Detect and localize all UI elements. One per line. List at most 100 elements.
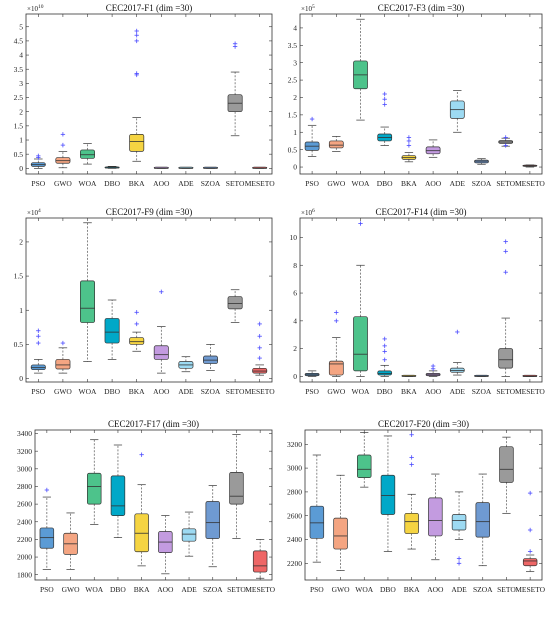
box-aoo xyxy=(153,166,169,169)
x-tick-label: GWO xyxy=(54,387,72,396)
outlier-point xyxy=(134,38,139,44)
x-tick-label: PSO xyxy=(310,585,324,594)
outlier-point xyxy=(382,336,387,342)
x-tick-label: PSO xyxy=(31,179,45,188)
y-tick-label: 10 xyxy=(290,233,298,242)
box-iqr xyxy=(80,149,95,159)
x-tick-label: SETO xyxy=(497,585,516,594)
y-tick-label: 2600 xyxy=(287,511,302,520)
y-tick-label: 2 xyxy=(19,107,23,116)
box-aoo xyxy=(428,473,443,561)
box-iqr xyxy=(377,370,393,376)
y-tick-label: 4 xyxy=(293,24,297,33)
box-iqr xyxy=(129,134,145,152)
outlier-point xyxy=(382,97,387,102)
chart-title: CEC2017-F17 (dim =30) xyxy=(108,419,199,429)
x-tick-label: DBO xyxy=(110,585,126,594)
box-pso xyxy=(39,487,55,570)
box-woa xyxy=(353,18,368,121)
y-tick-label: 2.5 xyxy=(288,76,298,85)
chart-panel-3: CEC2017-F9 (dim =30) ×104 0 0.5 1 1.5 2 PSO GWO W… xyxy=(14,207,276,396)
x-tick-label: PSO xyxy=(305,387,319,396)
y-tick-label: 2 xyxy=(293,93,297,102)
box-iqr xyxy=(39,527,55,549)
box-bka xyxy=(404,432,419,550)
box-iqr xyxy=(499,446,514,483)
y-tick-label: 0.5 xyxy=(14,150,24,159)
x-tick-label: SETO xyxy=(496,387,515,396)
outlier-point xyxy=(334,310,339,315)
box-ade xyxy=(178,356,194,373)
x-tick-label: ADE xyxy=(178,387,194,396)
outlier-point xyxy=(159,289,164,294)
outlier-point xyxy=(36,153,41,159)
box-iqr xyxy=(80,280,95,323)
x-tick-label: WOA xyxy=(79,179,97,188)
outlier-point xyxy=(503,270,508,275)
box-meseto xyxy=(252,321,268,376)
box-seto xyxy=(498,135,514,148)
box-iqr xyxy=(328,140,344,149)
chart-title: CEC2017-F3 (dim =30) xyxy=(378,3,465,13)
box-iqr xyxy=(522,558,538,567)
box-iqr xyxy=(449,367,465,373)
x-tick-label: GWO xyxy=(54,179,72,188)
y-tick-label: 3200 xyxy=(17,447,32,456)
x-tick-label: SETO xyxy=(226,387,245,396)
y-tick-label: 2200 xyxy=(17,535,32,544)
x-tick-label: GWO xyxy=(332,585,350,594)
chart-title: CEC2017-F20 (dim =30) xyxy=(378,419,469,429)
box-iqr xyxy=(134,513,149,553)
box-meseto xyxy=(522,164,538,168)
y-tick-label: 1 xyxy=(19,306,23,315)
x-tick-label: DBO xyxy=(377,179,393,188)
x-tick-label: SZOA xyxy=(201,179,221,188)
x-tick-label: MESETO xyxy=(515,179,545,188)
box-bka xyxy=(134,452,149,567)
x-tick-label: ADE xyxy=(181,585,197,594)
outlier-point xyxy=(232,41,238,46)
box-dbo xyxy=(380,435,396,552)
y-tick-label: 0 xyxy=(293,372,297,381)
x-tick-label: MESETO xyxy=(245,585,275,594)
outlier-point xyxy=(36,340,41,346)
outlier-point xyxy=(527,527,533,533)
box-bka xyxy=(129,28,145,162)
x-tick-label: WOA xyxy=(79,387,97,396)
box-woa xyxy=(353,221,368,377)
x-tick-label: MESETO xyxy=(245,179,275,188)
box-iqr xyxy=(55,359,71,370)
box-meseto xyxy=(522,374,538,377)
outlier-point xyxy=(60,142,66,148)
outlier-point xyxy=(257,321,262,327)
outlier-point xyxy=(456,561,462,566)
outlier-point xyxy=(527,549,533,554)
chart-panel-1: CEC2017-F1 (dim =30) ×1010 0 0.5 1 1.5 2 2.5 3 3.… xyxy=(14,3,276,188)
box-iqr xyxy=(380,474,396,515)
box-bka xyxy=(129,310,145,352)
outlier-point xyxy=(358,221,363,226)
outlier-point xyxy=(382,102,387,107)
plot-frame xyxy=(25,13,273,175)
outlier-point xyxy=(503,249,508,254)
outlier-point xyxy=(503,239,508,244)
box-szoa xyxy=(474,374,489,377)
exponent-base: ×10 xyxy=(301,5,312,13)
x-tick-label: GWO xyxy=(327,387,345,396)
outlier-point xyxy=(409,455,414,460)
box-aoo xyxy=(425,363,441,377)
box-iqr xyxy=(87,472,102,505)
x-tick-label: SETO xyxy=(496,179,515,188)
x-tick-label: AOO xyxy=(153,179,170,188)
x-tick-label: BKA xyxy=(401,179,417,188)
y-tick-label: 1.5 xyxy=(288,110,298,119)
outlier-point xyxy=(257,334,262,339)
outlier-point xyxy=(382,343,387,349)
box-seto xyxy=(499,436,514,514)
y-tick-label: 2400 xyxy=(287,535,302,544)
chart-title: CEC2017-F9 (dim =30) xyxy=(106,207,193,217)
exponent-power: 6 xyxy=(312,208,315,214)
axis-exponent: ×1010 xyxy=(27,4,44,13)
y-tick-label: 1 xyxy=(293,128,297,137)
